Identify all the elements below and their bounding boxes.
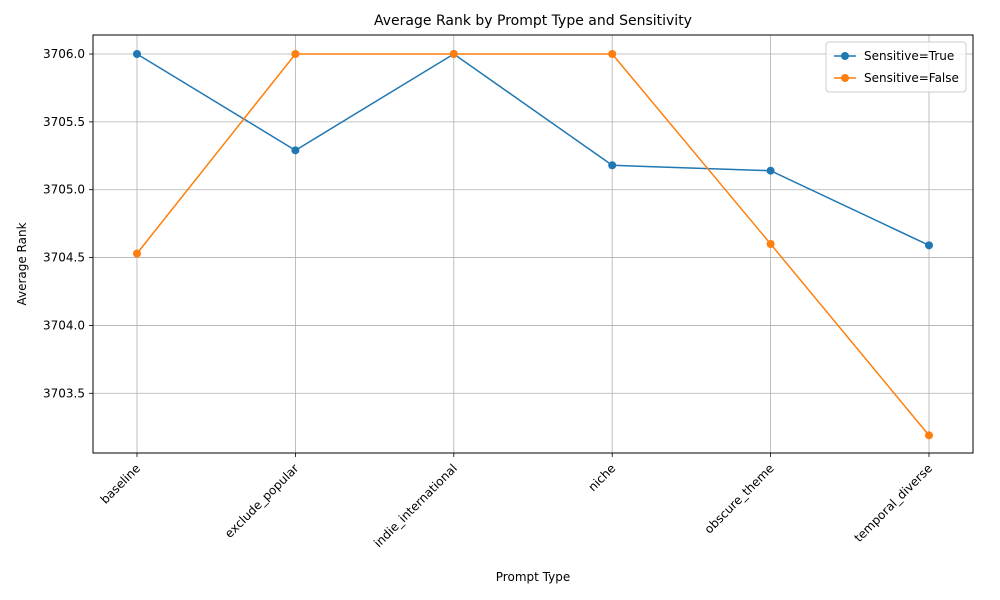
data-point <box>449 50 458 58</box>
data-point <box>291 50 300 58</box>
data-point <box>608 50 617 58</box>
x-tick-label: obscure_theme <box>702 461 777 536</box>
y-axis: 3703.5 3704.0 3704.5 3705.0 3705.5 3706.0 <box>43 47 93 400</box>
y-tick-label: 3706.0 <box>43 47 85 61</box>
y-tick-label: 3704.0 <box>43 318 85 332</box>
data-point <box>291 146 300 155</box>
chart-title: Average Rank by Prompt Type and Sensitiv… <box>374 13 692 29</box>
y-tick-label: 3705.0 <box>43 183 85 197</box>
series-line-1 <box>136 53 930 436</box>
data-point <box>766 240 775 248</box>
data-point <box>925 241 933 250</box>
x-tick-label: temporal_diverse <box>851 461 935 545</box>
series-layer <box>133 50 933 440</box>
x-tick-label: indie_international <box>371 461 460 550</box>
x-tick-label: niche <box>585 461 618 494</box>
x-axis-title: Prompt Type <box>496 570 570 584</box>
y-tick-label: 3704.5 <box>43 251 85 265</box>
x-tick-label: exclude_popular <box>222 461 302 541</box>
data-point <box>133 249 141 258</box>
data-point <box>925 431 933 440</box>
data-point <box>766 166 775 175</box>
data-point <box>608 161 617 170</box>
legend-label: Sensitive=False <box>864 71 959 85</box>
data-point <box>133 50 141 58</box>
plot-area <box>92 34 974 454</box>
legend-marker <box>841 52 849 60</box>
x-axis: baseline exclude_popular indie_internation… <box>98 453 935 550</box>
grid <box>93 35 973 453</box>
legend: Sensitive=True Sensitive=False <box>825 41 967 93</box>
legend-marker <box>841 74 849 82</box>
x-tick-label: baseline <box>98 461 143 506</box>
y-axis-title: Average Rank <box>15 222 29 305</box>
y-tick-label: 3703.5 <box>43 386 85 400</box>
legend-label: Sensitive=True <box>864 49 954 63</box>
series-line-0 <box>136 53 930 247</box>
legend-box <box>825 41 967 93</box>
y-tick-label: 3705.5 <box>43 115 85 129</box>
